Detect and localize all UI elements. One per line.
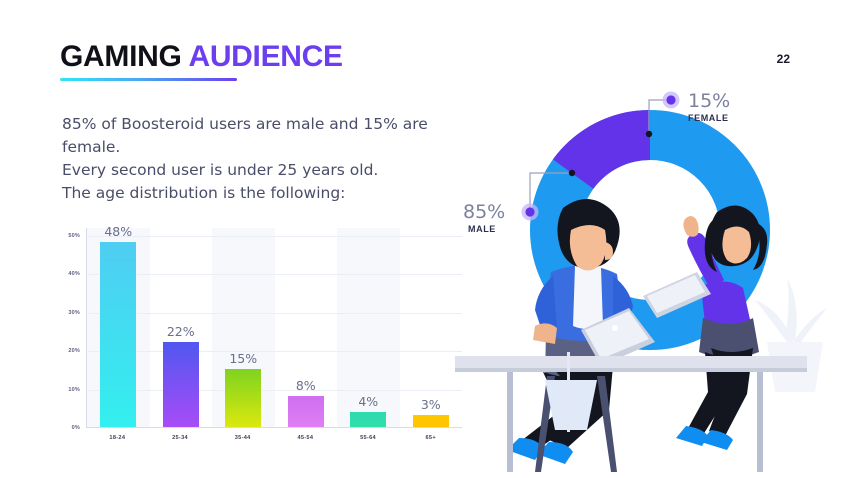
illustration-svg: 15% FEMALE 85% MALE xyxy=(455,90,827,472)
bar-cell-65+[interactable]: 3% xyxy=(400,228,463,427)
woman-shoe-back xyxy=(701,430,733,450)
bar-35-44[interactable]: 15% xyxy=(225,351,262,427)
y-axis-tick-0%: 0% xyxy=(71,425,80,431)
y-axis-tick-30%: 30% xyxy=(68,309,80,316)
age-distribution-bar-chart: 0% 10% 20% 30% 40% 50% 48% 22% 15% 8% 4% 3% 18-24 2… xyxy=(52,224,463,446)
body-line-2: female. xyxy=(62,138,121,156)
male-anchor-dot xyxy=(568,169,576,177)
man-ear xyxy=(605,242,613,260)
gridline xyxy=(87,312,462,314)
woman-hand xyxy=(683,216,699,237)
female-anchor-dot xyxy=(645,130,653,138)
callout-markers xyxy=(521,91,680,221)
chart-plot-area: 48% 22% 15% 8% 4% 3% xyxy=(86,224,463,428)
desk-leg-left xyxy=(507,372,513,472)
people-illustration xyxy=(455,199,827,472)
bar-25-34[interactable]: 22% xyxy=(162,324,199,427)
bar-value-label-65+: 3% xyxy=(420,397,441,413)
bar-45-54[interactable]: 8% xyxy=(287,378,324,427)
bar-cell-35-44[interactable]: 15% xyxy=(212,228,275,427)
x-axis-tick-45-54: 45-54 xyxy=(297,435,314,441)
gridline xyxy=(87,235,462,237)
bar-value-label-45-54: 8% xyxy=(295,378,316,394)
x-axis-tick-35-44: 35-44 xyxy=(234,435,251,441)
woman-leg-front xyxy=(686,352,731,438)
chair-leg-right xyxy=(597,376,617,472)
man-face xyxy=(569,225,607,271)
column-band xyxy=(337,228,400,427)
x-axis-tick-55-64: 55-64 xyxy=(360,435,376,441)
page-title: GAMING AUDIENCE xyxy=(60,40,343,74)
tablet-screen xyxy=(647,275,705,313)
male-leader-line xyxy=(529,172,572,209)
y-axis-tick-20%: 20% xyxy=(68,348,80,355)
female-segment-label: FEMALE xyxy=(688,113,729,123)
woman-shoe-front xyxy=(676,426,708,446)
gridline xyxy=(87,389,462,391)
bar-cell-25-34[interactable]: 22% xyxy=(150,228,213,427)
page-title-part1: GAMING xyxy=(60,40,182,73)
bar-18-24[interactable]: 48% xyxy=(100,224,137,427)
male-percent-label: 85% xyxy=(463,201,505,223)
woman-arm xyxy=(687,232,724,290)
x-axis-labels: 18-24 25-34 35-44 45-54 55-64 65+ xyxy=(86,430,462,446)
female-marker-dot xyxy=(666,95,676,105)
y-axis-tick-50%: 50% xyxy=(68,232,80,239)
desk-top xyxy=(455,356,807,368)
gridline xyxy=(87,351,462,353)
callout-lines xyxy=(529,99,668,209)
laptop-screen xyxy=(585,311,649,359)
bar-value-label-25-34: 22% xyxy=(166,324,195,340)
desk-edge xyxy=(455,368,807,372)
man-shoe-back xyxy=(507,438,543,460)
man-shoe-front xyxy=(537,442,573,464)
bar-cell-55-64[interactable]: 4% xyxy=(337,228,400,427)
title-underline-divider xyxy=(60,78,237,81)
bar-cell-18-24[interactable]: 48% xyxy=(87,224,150,427)
bar-series: 48% 22% 15% 8% 4% 3% xyxy=(87,224,463,427)
woman-hair-side xyxy=(704,220,717,272)
bar-value-label-18-24: 48% xyxy=(104,224,133,240)
y-axis-labels: 0% 10% 20% 30% 40% 50% xyxy=(52,228,84,431)
female-leader-line xyxy=(648,99,668,134)
man-hand-left xyxy=(533,323,557,344)
donut-and-illustration: 15% FEMALE 85% MALE xyxy=(455,90,850,478)
page-number: 22 xyxy=(776,52,790,66)
x-axis-tick-25-34: 25-34 xyxy=(172,435,188,441)
body-line-3: Every second user is under 25 years old. xyxy=(62,161,379,179)
bar-65+[interactable]: 3% xyxy=(412,397,449,427)
bar-55-64[interactable]: 4% xyxy=(350,394,387,427)
body-line-4: The age distribution is the following: xyxy=(62,184,346,202)
desk-leg-right xyxy=(757,372,763,472)
x-axis-tick-65+: 65+ xyxy=(425,435,436,441)
bar-value-label-55-64: 4% xyxy=(358,393,379,409)
donut-segment-female xyxy=(552,109,651,190)
gridline xyxy=(87,274,462,276)
female-percent-label: 15% xyxy=(688,90,730,112)
body-line-1: 85% of Boosteroid users are male and 15%… xyxy=(62,115,428,133)
x-axis-tick-18-24: 18-24 xyxy=(109,435,126,441)
bar-cell-45-54[interactable]: 8% xyxy=(275,228,338,427)
plant-decoration xyxy=(755,278,827,392)
y-axis-tick-10%: 10% xyxy=(68,386,80,393)
body-copy: 85% of Boosteroid users are male and 15%… xyxy=(62,113,452,205)
bar-value-label-35-44: 15% xyxy=(229,351,258,367)
planter-box xyxy=(545,380,597,430)
y-axis-tick-40%: 40% xyxy=(68,271,80,278)
planter-stem xyxy=(567,352,570,432)
woman-hair-side-right xyxy=(753,222,768,270)
woman-skirt xyxy=(699,318,759,358)
page-title-part2: AUDIENCE xyxy=(188,40,343,73)
man-jacket-arm-left xyxy=(535,276,557,334)
male-segment-label: MALE xyxy=(468,224,496,234)
man-shirt xyxy=(573,264,603,329)
woman-face xyxy=(722,226,752,264)
laptop-logo xyxy=(612,325,618,331)
woman-top xyxy=(701,281,751,330)
male-marker-dot xyxy=(525,207,535,217)
